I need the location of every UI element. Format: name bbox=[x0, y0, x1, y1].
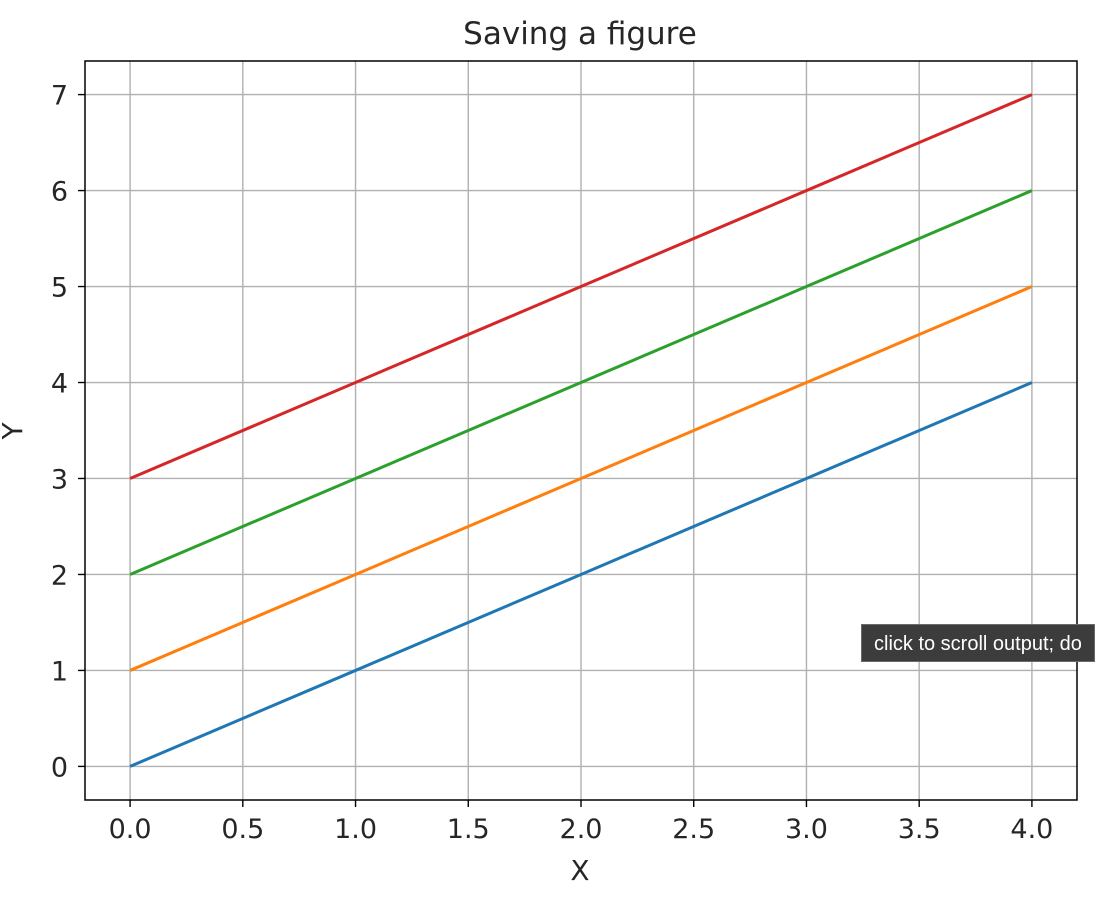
x-tick-label: 4.0 bbox=[1010, 814, 1053, 845]
y-tick-label: 1 bbox=[51, 656, 68, 687]
x-tick-label: 3.5 bbox=[898, 814, 941, 845]
y-tick-label: 5 bbox=[51, 273, 68, 304]
series-lines bbox=[129, 93, 1033, 768]
x-tick-label: 0.5 bbox=[221, 814, 264, 845]
scroll-output-tooltip: click to scroll output; do bbox=[861, 624, 1095, 662]
grid bbox=[85, 61, 1077, 800]
y-axis-label: Y bbox=[0, 422, 29, 441]
x-tick-label: 2.0 bbox=[560, 814, 603, 845]
series-line-1 bbox=[129, 381, 1033, 768]
chart-title: Saving a figure bbox=[463, 16, 697, 52]
series-line-3 bbox=[129, 189, 1033, 576]
x-tick-label: 3.0 bbox=[785, 814, 828, 845]
x-tick-label: 2.5 bbox=[672, 814, 715, 845]
y-tick-label: 6 bbox=[51, 177, 68, 208]
x-axis-label: X bbox=[570, 854, 589, 887]
axis-ticks: 0.0 0.5 1.0 1.5 2.0 2.5 3.0 3.5 4.0 0 1 2 3 4 5 6 7 bbox=[51, 81, 1054, 845]
y-tick-label: 2 bbox=[51, 560, 68, 591]
y-tick-label: 7 bbox=[51, 81, 68, 112]
y-tick-label: 4 bbox=[51, 369, 68, 400]
x-tick-label: 0.0 bbox=[109, 814, 152, 845]
y-tick-label: 0 bbox=[51, 752, 68, 783]
series-line-2 bbox=[129, 285, 1033, 672]
x-tick-label: 1.0 bbox=[334, 814, 377, 845]
x-tick-label: 1.5 bbox=[447, 814, 490, 845]
series-line-4 bbox=[129, 93, 1033, 480]
y-tick-label: 3 bbox=[51, 464, 68, 495]
